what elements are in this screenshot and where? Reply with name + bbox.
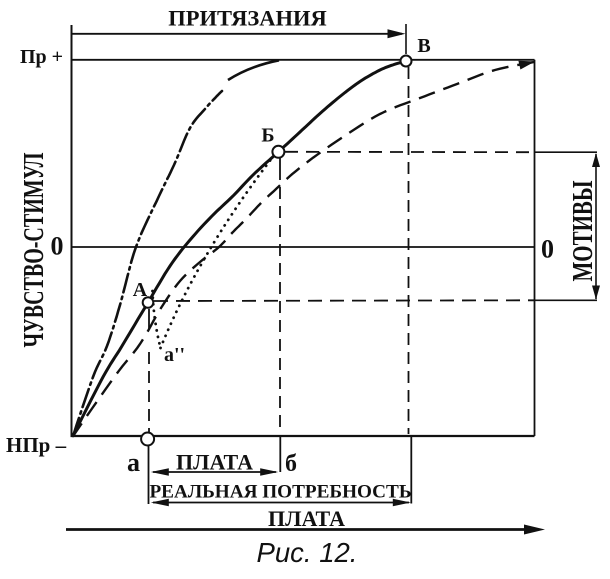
svg-text:Пр +: Пр + <box>20 46 63 68</box>
svg-text:б: б <box>285 451 297 477</box>
svg-text:НПр –: НПр – <box>6 433 67 457</box>
svg-text:ЧУВСТВО-СТИМУЛ: ЧУВСТВО-СТИМУЛ <box>19 152 50 347</box>
svg-text:а'': а'' <box>164 344 185 366</box>
svg-text:0: 0 <box>51 232 64 261</box>
svg-text:ПЛАТА: ПЛАТА <box>268 506 345 531</box>
svg-text:ПРИТЯЗАНИЯ: ПРИТЯЗАНИЯ <box>168 6 327 31</box>
svg-text:0: 0 <box>541 235 554 264</box>
svg-text:ПЛАТА: ПЛАТА <box>176 450 253 475</box>
svg-text:МОТИВЫ: МОТИВЫ <box>567 180 599 281</box>
svg-text:А: А <box>133 279 148 301</box>
svg-text:Рис. 12.: Рис. 12. <box>257 537 358 568</box>
svg-text:В: В <box>417 35 430 57</box>
svg-text:а: а <box>127 448 140 477</box>
svg-text:РЕАЛЬНАЯ ПОТРЕБНОСТЬ: РЕАЛЬНАЯ ПОТРЕБНОСТЬ <box>149 482 411 503</box>
svg-text:Б: Б <box>261 125 274 147</box>
